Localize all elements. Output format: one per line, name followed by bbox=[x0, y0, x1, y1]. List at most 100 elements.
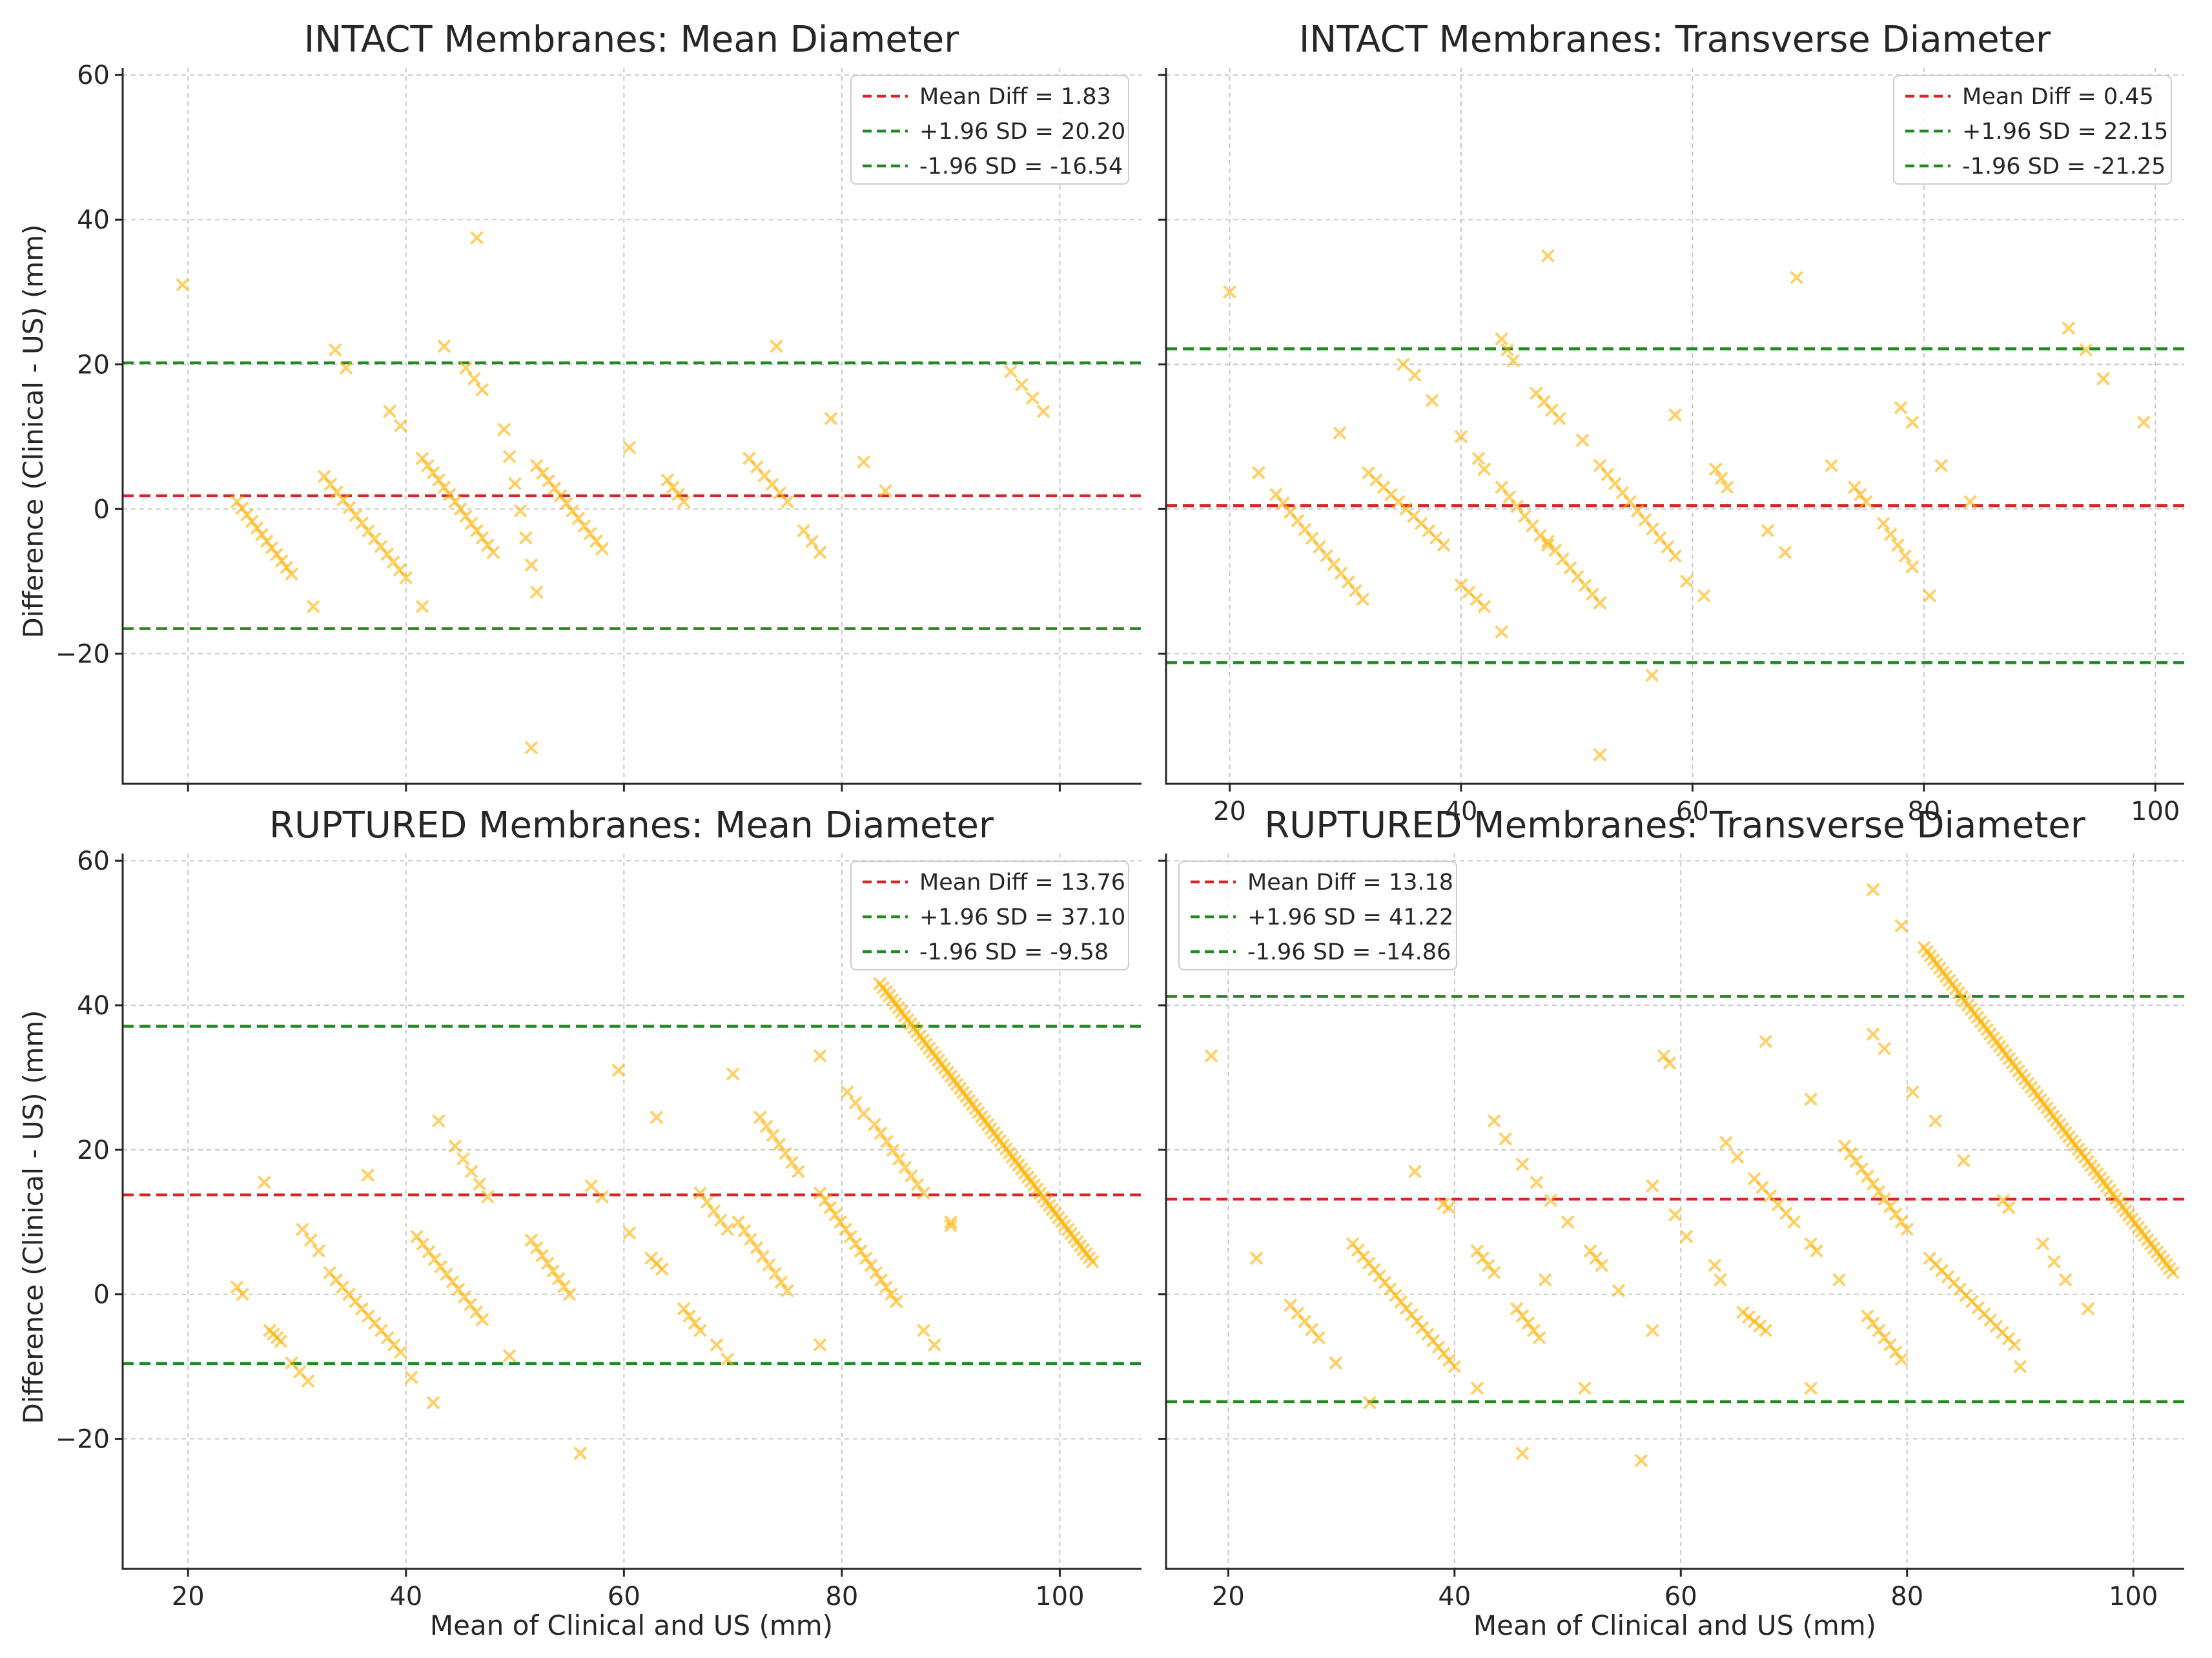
x-tick-label: 20 bbox=[1212, 1582, 1245, 1612]
axis-spine bbox=[121, 854, 1142, 1570]
y-tick-label: 20 bbox=[77, 350, 110, 380]
data-point bbox=[306, 600, 320, 613]
data-point bbox=[1645, 668, 1659, 682]
legend-mean-diff-label: Mean Diff = 13.18 bbox=[1247, 870, 1453, 896]
legend-lower-loa-label: -1.96 SD = -16.54 bbox=[919, 154, 1123, 179]
data-point bbox=[1495, 625, 1509, 639]
data-point bbox=[1668, 549, 1682, 563]
data-point bbox=[437, 339, 451, 353]
data-point bbox=[1448, 1360, 1462, 1374]
data-point bbox=[1825, 458, 1838, 473]
data-point bbox=[889, 1295, 903, 1309]
data-point bbox=[1720, 480, 1734, 495]
data-point bbox=[524, 1233, 538, 1247]
data-point bbox=[584, 1179, 599, 1193]
data-point bbox=[1499, 1132, 1513, 1146]
data-point bbox=[927, 1338, 941, 1352]
data-point bbox=[399, 571, 413, 585]
data-point bbox=[393, 419, 407, 433]
data-point bbox=[2136, 415, 2151, 429]
data-point bbox=[1866, 1177, 1880, 1191]
data-point bbox=[328, 343, 342, 357]
data-point bbox=[868, 1118, 881, 1132]
data-point bbox=[1866, 883, 1880, 897]
data-point bbox=[1810, 1244, 1823, 1258]
data-point bbox=[497, 422, 511, 436]
data-point bbox=[524, 558, 538, 572]
data-point bbox=[236, 1287, 250, 1302]
data-point bbox=[1025, 391, 1039, 405]
data-point bbox=[2096, 372, 2110, 386]
data-point bbox=[857, 455, 871, 469]
data-point bbox=[1730, 1150, 1745, 1164]
data-point bbox=[1506, 354, 1521, 368]
data-point bbox=[1477, 600, 1491, 613]
panel-intact-transverse: INTACT Membranes: Transverse Diameter 20… bbox=[1158, 19, 2184, 826]
y-tick-label: 20 bbox=[77, 1136, 110, 1165]
x-tick-label: 20 bbox=[172, 1582, 205, 1612]
data-point bbox=[1872, 1185, 1886, 1198]
x-tick-label: 20 bbox=[1213, 797, 1246, 826]
data-point bbox=[750, 1241, 764, 1255]
data-point bbox=[274, 1335, 288, 1348]
data-point bbox=[859, 1251, 873, 1265]
data-point bbox=[1956, 1154, 1971, 1168]
data-point bbox=[713, 1213, 728, 1227]
data-point bbox=[1929, 1114, 1942, 1128]
data-point bbox=[813, 546, 827, 559]
x-axis-label-left: Mean of Clinical and US (mm) bbox=[430, 1610, 833, 1641]
data-point bbox=[1679, 1229, 1694, 1244]
data-point bbox=[886, 1143, 900, 1157]
data-point bbox=[762, 1258, 776, 1272]
data-point bbox=[524, 741, 538, 755]
data-point bbox=[1832, 1273, 1846, 1287]
x-tick-label: 100 bbox=[2131, 797, 2180, 826]
data-point bbox=[1878, 1041, 1892, 1056]
data-point bbox=[529, 585, 544, 599]
data-point bbox=[781, 1284, 794, 1298]
data-point bbox=[546, 1264, 560, 1278]
y-tick-label: 40 bbox=[77, 991, 110, 1021]
data-point bbox=[834, 1215, 848, 1229]
data-point bbox=[1855, 1162, 1869, 1176]
legend-upper-loa-label: +1.96 SD = 41.22 bbox=[1247, 905, 1453, 930]
data-point bbox=[393, 1345, 407, 1359]
data-point bbox=[880, 1134, 894, 1149]
data-point bbox=[1849, 1154, 1863, 1169]
data-point bbox=[1900, 1222, 1914, 1236]
data-point bbox=[1714, 471, 1728, 486]
data-point bbox=[944, 1218, 958, 1233]
data-point bbox=[285, 567, 299, 581]
data-point bbox=[2166, 1265, 2180, 1280]
data-point bbox=[1787, 1215, 1801, 1229]
panel-intact-mean: INTACT Membranes: Mean Diameter −20 0 20 40… bbox=[56, 19, 1142, 792]
data-point bbox=[595, 542, 609, 556]
data-point bbox=[1362, 1396, 1377, 1410]
data-point bbox=[1646, 1324, 1659, 1338]
x-tick-label: 100 bbox=[1035, 1582, 1084, 1612]
data-point bbox=[535, 1249, 549, 1263]
legend-upper-loa-label: +1.96 SD = 37.10 bbox=[919, 905, 1125, 930]
data-point bbox=[744, 1232, 757, 1246]
data-point bbox=[848, 1236, 863, 1251]
data-point bbox=[2047, 1254, 2061, 1269]
data-point bbox=[840, 1085, 854, 1099]
data-point bbox=[1500, 343, 1515, 357]
data-point bbox=[1004, 365, 1018, 378]
data-point bbox=[1471, 451, 1486, 466]
data-point bbox=[1014, 378, 1029, 392]
x-tick-label: 80 bbox=[825, 1582, 858, 1612]
data-point bbox=[2081, 1302, 2095, 1316]
data-point bbox=[595, 1190, 609, 1204]
data-point bbox=[1518, 509, 1531, 523]
data-point bbox=[486, 546, 500, 559]
data-point bbox=[1761, 524, 1775, 538]
legend-mean-diff-label: Mean Diff = 0.45 bbox=[1962, 84, 2154, 110]
data-point bbox=[768, 1267, 782, 1280]
data-point bbox=[1470, 1381, 1484, 1395]
data-point bbox=[772, 1138, 786, 1151]
data-point bbox=[848, 1096, 863, 1110]
data-point bbox=[1889, 1207, 1903, 1221]
data-point bbox=[677, 495, 691, 509]
